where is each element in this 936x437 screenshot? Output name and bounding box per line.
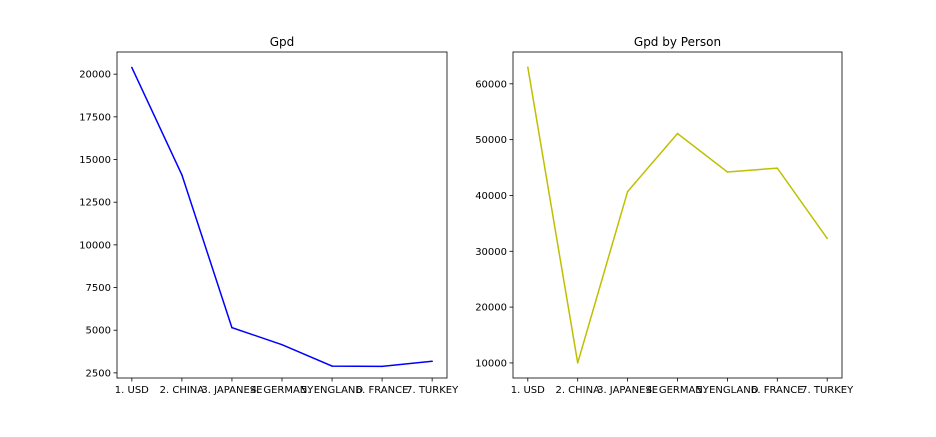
- data-point: [331, 365, 333, 367]
- plot-frame: [512, 51, 843, 379]
- chart-title: Gpd: [270, 35, 295, 49]
- chart-title: Gpd by Person: [634, 35, 721, 49]
- y-tick-label: 17500: [79, 112, 111, 123]
- x-tick-label: 3. JAPANESE: [597, 385, 658, 396]
- y-tick-label: 12500: [79, 198, 111, 209]
- data-point: [281, 343, 283, 346]
- y-tick-label: 30000: [475, 247, 507, 258]
- data-point: [181, 174, 183, 176]
- data-point: [776, 167, 779, 169]
- y-tick-label: 20000: [475, 303, 507, 314]
- y-tick-label: 10000: [79, 240, 111, 251]
- x-tick-label: 5. ENGLAND: [301, 385, 363, 396]
- plot-frame: [116, 51, 448, 379]
- x-tick-label: 4. GERMANY: [251, 385, 315, 396]
- series-line: [527, 66, 828, 364]
- data-point: [676, 132, 679, 135]
- data-point: [527, 66, 529, 68]
- x-tick-label: 6. FRANCE: [356, 385, 409, 396]
- x-tick-label: 2. CHINA: [555, 385, 600, 396]
- data-point: [576, 362, 579, 364]
- data-point: [826, 237, 828, 240]
- y-tick-label: 7500: [86, 283, 111, 294]
- data-point: [131, 66, 133, 69]
- series-line: [131, 67, 433, 368]
- data-point: [726, 171, 729, 173]
- x-tick-label: 7. TURKEY: [406, 385, 459, 396]
- y-tick-label: 50000: [475, 135, 507, 146]
- x-tick-label: 5. ENGLAND: [696, 385, 758, 396]
- y-tick-label: 20000: [79, 70, 111, 81]
- x-tick-label: 1. USD: [115, 385, 149, 396]
- data-point: [626, 190, 629, 193]
- x-tick-label: 4. GERMANY: [646, 385, 710, 396]
- data-point: [231, 326, 233, 329]
- y-tick-label: 40000: [475, 191, 507, 202]
- data-point: [431, 360, 433, 363]
- x-tick-label: 2. CHINA: [160, 385, 205, 396]
- x-tick-label: 7. TURKEY: [801, 385, 854, 396]
- y-tick-label: 15000: [79, 155, 111, 166]
- x-tick-label: 3. JAPANESE: [201, 385, 262, 396]
- x-tick-label: 6. FRANCE: [751, 385, 804, 396]
- y-tick-label: 5000: [86, 326, 111, 337]
- chart-gpd: Gpd 2500 5000 7500 10000 12500 15000 17500 20000…: [79, 35, 459, 396]
- chart-gpd-by-person: Gpd by Person 10000 20000 30000 40000 50000 60…: [475, 35, 854, 396]
- y-tick-label: 60000: [475, 79, 507, 90]
- y-tick-label: 2500: [86, 368, 111, 379]
- data-point: [381, 365, 383, 368]
- y-tick-label: 10000: [475, 358, 507, 369]
- x-tick-label: 1. USD: [511, 385, 545, 396]
